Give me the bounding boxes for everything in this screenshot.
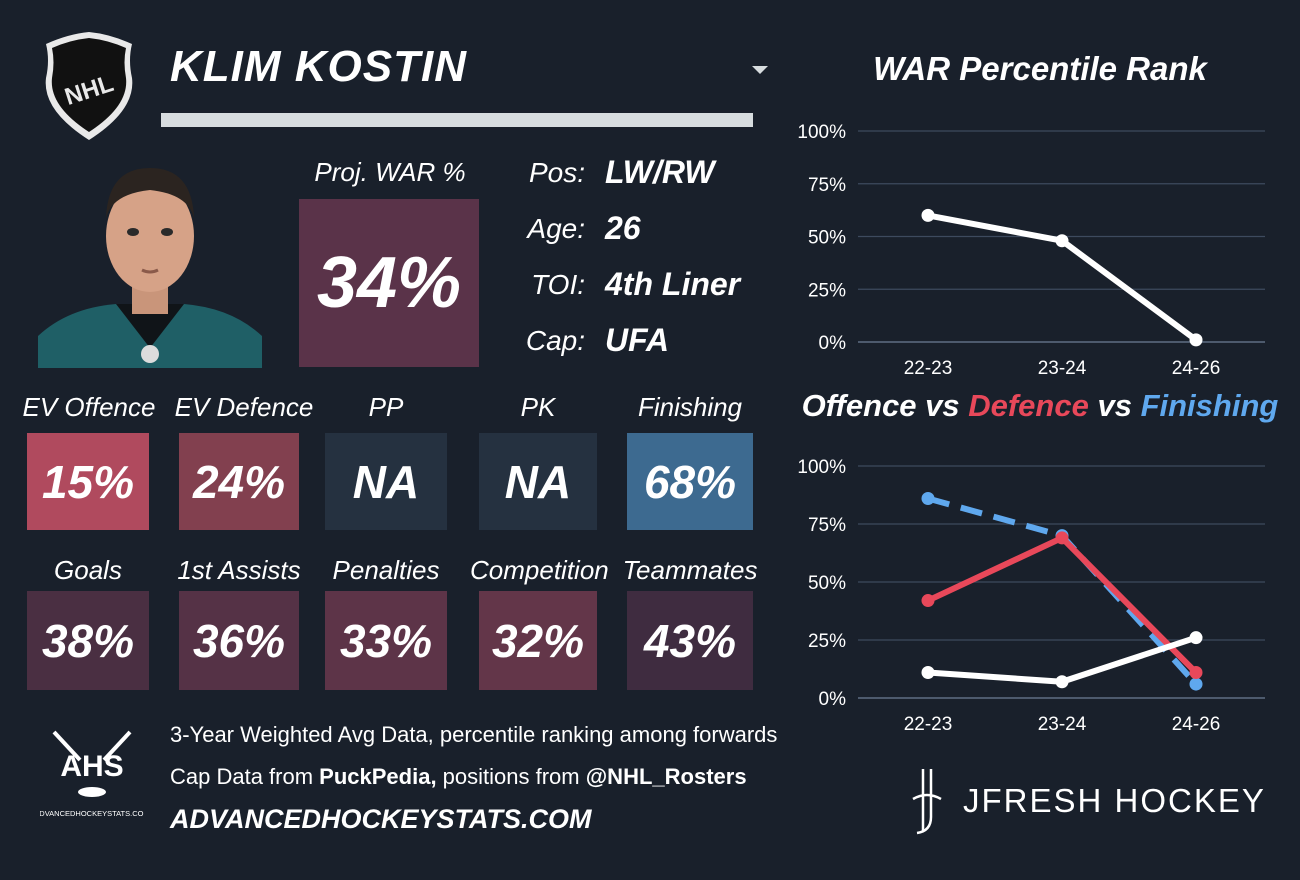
proj-war-label: Proj. WAR % bbox=[314, 157, 466, 187]
y-tick-label: 25% bbox=[808, 631, 846, 652]
data-point bbox=[1055, 234, 1069, 248]
series-line-finishing bbox=[927, 495, 1199, 687]
metric-label-pk: PK bbox=[520, 392, 556, 422]
y-tick-label: 0% bbox=[819, 689, 847, 710]
metric-tile-competition: 32% bbox=[479, 591, 597, 690]
metric-label-goals: Goals bbox=[54, 555, 122, 585]
war-chart-title: WAR Percentile Rank bbox=[873, 50, 1207, 87]
data-point bbox=[1055, 675, 1069, 689]
y-tick-label: 100% bbox=[797, 457, 846, 478]
data-point bbox=[1189, 665, 1203, 679]
ovd-title-vs: vs bbox=[1088, 388, 1141, 423]
bio-pos-value: LW/RW bbox=[605, 154, 715, 190]
x-tick-label: 24-26 bbox=[1172, 358, 1221, 379]
nhl-rosters-link[interactable]: @NHL_Rosters bbox=[585, 764, 747, 789]
metric-label-1st-assists: 1st Assists bbox=[177, 555, 301, 585]
series-line-war bbox=[927, 212, 1198, 343]
y-tick-label: 75% bbox=[808, 175, 846, 196]
metric-tile-pk: NA bbox=[479, 433, 597, 530]
metric-tile-pp: NA bbox=[325, 433, 447, 530]
metric-label-ev-offence: EV Offence bbox=[22, 392, 156, 422]
bio-toi-label: TOI: bbox=[531, 269, 585, 300]
data-point bbox=[921, 208, 935, 222]
metric-tile-1st-assists: 36% bbox=[179, 591, 299, 690]
metric-tile-goals: 38% bbox=[27, 591, 149, 690]
offence-defence-finishing-chart: 100% 75% 50% 25% 0% 22-23 23-24 24-26 bbox=[797, 457, 1265, 735]
metric-label-penalties: Penalties bbox=[332, 555, 440, 585]
data-point bbox=[921, 491, 935, 505]
data-point bbox=[1055, 531, 1069, 545]
player-headshot bbox=[38, 168, 262, 368]
bio-pos-label: Pos: bbox=[528, 157, 585, 188]
data-point bbox=[1189, 631, 1203, 645]
metric-tile-finishing: 68% bbox=[627, 433, 753, 530]
ovd-title-finishing: Finishing bbox=[1140, 388, 1279, 423]
name-underline bbox=[161, 113, 753, 127]
metric-label-ev-defence: EV Defence bbox=[174, 392, 314, 422]
y-tick-label: 0% bbox=[819, 333, 847, 354]
chevron-down-icon[interactable] bbox=[748, 60, 772, 80]
x-tick-label: 22-23 bbox=[904, 714, 953, 735]
y-tick-label: 75% bbox=[808, 515, 846, 536]
player-name: KLIM KOSTIN bbox=[170, 42, 467, 91]
footer-data-note: 3-Year Weighted Avg Data, percentile ran… bbox=[170, 722, 778, 747]
footer-source-note: Cap Data from PuckPedia, positions from … bbox=[170, 764, 747, 790]
x-tick-label: 23-24 bbox=[1038, 358, 1087, 379]
ovd-chart-title: Offence vs Defence vs Finishing bbox=[790, 388, 1290, 424]
metric-label-competition: Competition bbox=[470, 555, 609, 585]
bio-cap-label: Cap: bbox=[525, 325, 585, 356]
metric-label-pp: PP bbox=[368, 392, 404, 422]
puckpedia-link[interactable]: PuckPedia, bbox=[319, 764, 437, 789]
metric-tile-penalties: 33% bbox=[325, 591, 447, 690]
metric-tile-ev-defence: 24% bbox=[179, 433, 299, 530]
footer-source-pre: Cap Data from bbox=[170, 764, 320, 789]
nhl-logo: NHL bbox=[45, 32, 133, 140]
data-point bbox=[921, 665, 935, 679]
war-percentile-chart: 100% 75% 50% 25% 0% 22-23 23-24 24-26 bbox=[797, 122, 1265, 379]
bio-age-label: Age: bbox=[527, 213, 585, 244]
metric-label-teammates: Teammates bbox=[622, 555, 758, 585]
x-tick-label: 23-24 bbox=[1038, 714, 1087, 735]
data-point bbox=[921, 594, 935, 608]
metric-tile-teammates: 43% bbox=[627, 591, 753, 690]
ovd-title-defence: Defence bbox=[968, 388, 1089, 423]
ahs-logo: AHS ADVANCEDHOCKEYSTATS.COM bbox=[40, 730, 144, 818]
svg-text:JFRESH HOCKEY: JFRESH HOCKEY bbox=[963, 782, 1266, 819]
proj-war-value: 34% bbox=[299, 199, 479, 367]
ovd-title-offence: Offence vs bbox=[801, 388, 969, 423]
y-tick-label: 25% bbox=[808, 280, 846, 301]
x-tick-label: 22-23 bbox=[904, 358, 953, 379]
x-tick-label: 24-26 bbox=[1172, 714, 1221, 735]
y-tick-label: 50% bbox=[808, 573, 846, 594]
metric-label-finishing: Finishing bbox=[637, 392, 743, 422]
data-point bbox=[1189, 333, 1203, 347]
website-link[interactable]: ADVANCEDHOCKEYSTATS.COM bbox=[170, 804, 592, 834]
bio-age-value: 26 bbox=[605, 210, 641, 246]
jfresh-hockey-logo: JFRESH HOCKEY bbox=[912, 769, 1266, 835]
y-tick-label: 100% bbox=[797, 122, 846, 143]
bio-toi-value: 4th Liner bbox=[605, 266, 741, 302]
series-line-offence bbox=[927, 634, 1197, 685]
metric-tile-ev-offence: 15% bbox=[27, 433, 149, 530]
svg-text:ADVANCEDHOCKEYSTATS.COM: ADVANCEDHOCKEYSTATS.COM bbox=[40, 809, 144, 818]
data-point bbox=[1189, 677, 1203, 691]
footer-source-mid: positions from bbox=[436, 764, 586, 789]
y-tick-label: 50% bbox=[808, 228, 846, 249]
bio-cap-value: UFA bbox=[605, 322, 669, 358]
svg-text:AHS: AHS bbox=[60, 750, 123, 783]
